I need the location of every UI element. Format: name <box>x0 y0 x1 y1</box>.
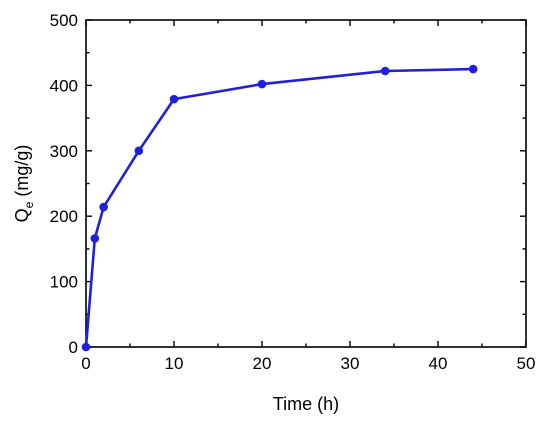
data-point <box>257 79 267 89</box>
y-tick-label: 300 <box>50 142 78 161</box>
x-tick-label: 0 <box>81 354 90 373</box>
data-point <box>99 202 108 212</box>
x-tick-label: 30 <box>341 354 360 373</box>
data-point <box>134 146 144 156</box>
y-tick-labels: 0 100 200 300 400 500 <box>50 11 78 357</box>
y-tick-label: 500 <box>50 11 78 30</box>
x-tick-label: 10 <box>165 354 184 373</box>
y-tick-label: 200 <box>50 207 78 226</box>
y-tick-label: 100 <box>50 273 78 292</box>
y-axis-title-subscript: e <box>22 201 36 208</box>
data-point <box>169 94 179 104</box>
data-point <box>81 342 91 352</box>
data-point <box>380 66 390 76</box>
x-tick-label: 20 <box>253 354 272 373</box>
tick-marks <box>85 19 527 348</box>
svg-text:Qe (mg/g): Qe (mg/g) <box>12 145 36 223</box>
data-point <box>90 234 100 243</box>
data-point <box>468 64 478 74</box>
x-tick-labels: 0 10 20 30 40 50 <box>81 354 535 373</box>
y-tick-label: 400 <box>50 76 78 95</box>
series-line <box>84 67 474 348</box>
x-tick-label: 40 <box>429 354 448 373</box>
y-axis-title: Qe (mg/g) <box>12 145 36 223</box>
x-tick-label: 50 <box>517 354 536 373</box>
data-series <box>81 64 478 352</box>
y-tick-label: 0 <box>69 338 78 357</box>
x-axis-title: Time (h) <box>273 394 339 414</box>
y-axis-title-unit: (mg/g) <box>12 145 32 202</box>
y-axis-title-main: Q <box>12 208 32 222</box>
